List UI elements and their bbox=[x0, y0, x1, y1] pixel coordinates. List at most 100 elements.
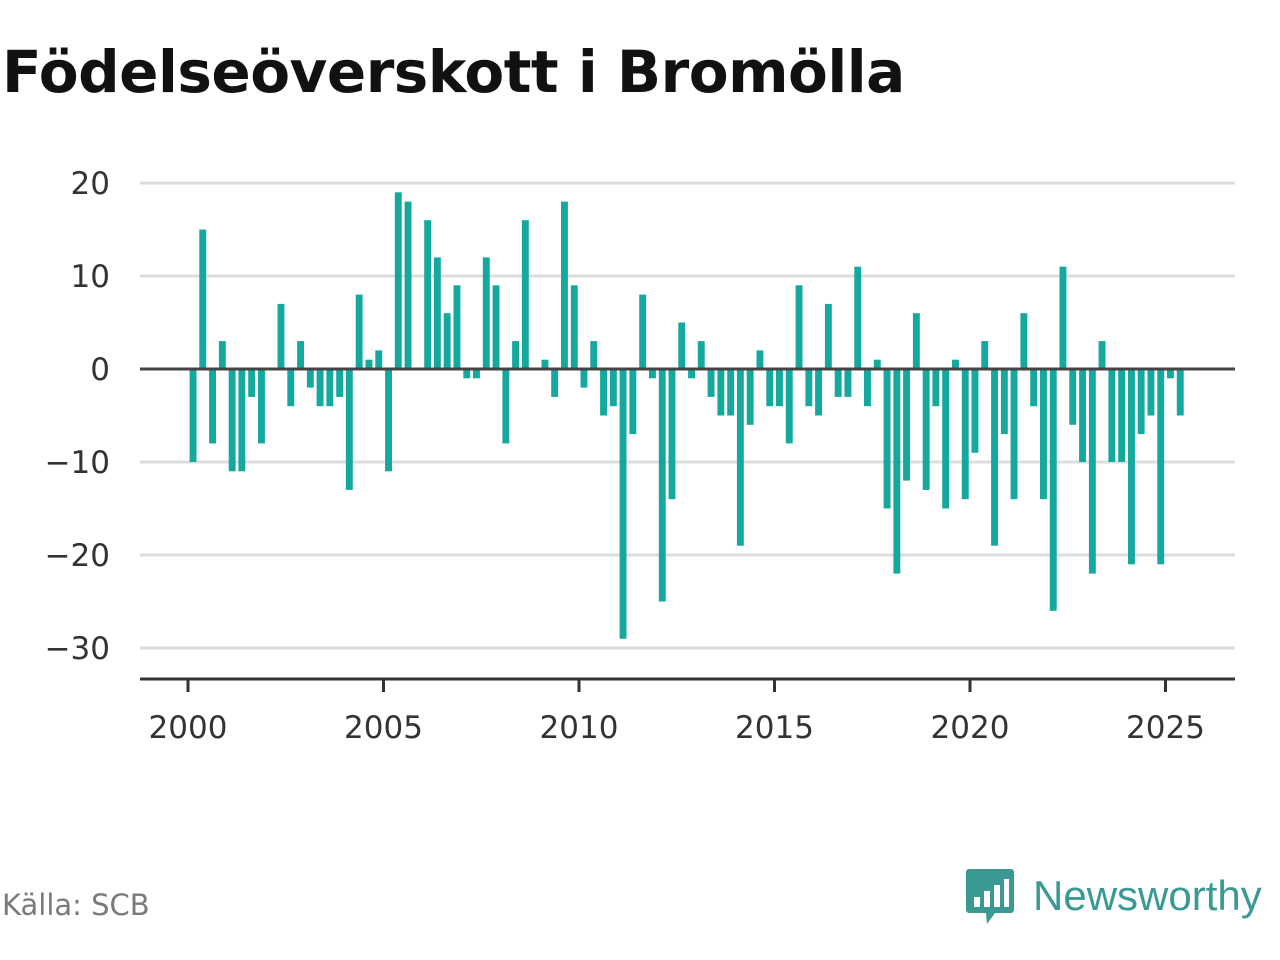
bar bbox=[785, 369, 793, 444]
bar bbox=[824, 303, 832, 369]
bar bbox=[345, 369, 353, 490]
bar bbox=[766, 369, 774, 407]
bar bbox=[639, 294, 647, 369]
bar bbox=[971, 369, 979, 453]
bar bbox=[688, 369, 695, 379]
bar bbox=[355, 294, 363, 369]
bar bbox=[521, 220, 529, 369]
bar bbox=[834, 369, 842, 397]
y-tick-label: 10 bbox=[71, 259, 110, 295]
bar bbox=[1088, 369, 1096, 574]
bar bbox=[1010, 369, 1018, 500]
bar bbox=[326, 369, 334, 407]
bar bbox=[1118, 369, 1126, 462]
bar-series bbox=[189, 192, 1184, 639]
bar bbox=[258, 369, 265, 444]
bar bbox=[580, 369, 588, 388]
bar bbox=[609, 369, 617, 407]
bar bbox=[991, 369, 998, 546]
x-tick-label: 2005 bbox=[344, 710, 423, 746]
bar bbox=[375, 350, 383, 369]
bar bbox=[707, 369, 715, 397]
bar bbox=[961, 369, 969, 500]
bar bbox=[981, 341, 989, 369]
bar bbox=[443, 313, 451, 369]
bar bbox=[678, 322, 686, 369]
y-tick-label: −20 bbox=[45, 538, 110, 574]
bar bbox=[649, 369, 656, 379]
x-tick-label: 2025 bbox=[1126, 710, 1205, 746]
bar bbox=[1000, 369, 1008, 435]
bar bbox=[893, 369, 901, 574]
bar bbox=[209, 369, 216, 444]
bar bbox=[1079, 369, 1086, 462]
bar bbox=[942, 369, 950, 509]
bar bbox=[394, 192, 402, 369]
bar bbox=[854, 266, 862, 369]
bar bbox=[1059, 266, 1067, 369]
bar bbox=[844, 369, 852, 397]
x-axis-tick-labels: 2000 2005 2010 2015 2020 2025 bbox=[149, 710, 1205, 746]
bar bbox=[463, 369, 471, 379]
y-tick-label: −30 bbox=[45, 631, 110, 667]
bar bbox=[717, 369, 725, 416]
bar bbox=[551, 369, 559, 397]
bar bbox=[864, 369, 871, 407]
axes bbox=[140, 367, 1235, 692]
bar bbox=[336, 369, 344, 397]
bar bbox=[805, 369, 813, 407]
bar bbox=[365, 359, 373, 369]
bar bbox=[658, 369, 666, 602]
y-tick-label: 20 bbox=[71, 166, 110, 202]
bar bbox=[482, 257, 490, 369]
bar bbox=[570, 285, 578, 369]
bar bbox=[1049, 369, 1057, 611]
bar bbox=[512, 341, 519, 369]
bar bbox=[316, 369, 324, 407]
bar bbox=[619, 369, 627, 639]
bar bbox=[922, 369, 930, 490]
bar bbox=[218, 341, 226, 369]
x-tick-label: 2010 bbox=[540, 710, 619, 746]
bar bbox=[1137, 369, 1145, 435]
bar bbox=[1069, 369, 1077, 425]
bar bbox=[912, 313, 920, 369]
bar bbox=[199, 229, 207, 369]
bar bbox=[795, 285, 803, 369]
source-note: Källa: SCB bbox=[2, 888, 150, 922]
bar bbox=[287, 369, 295, 407]
bar bbox=[590, 341, 598, 369]
bar bbox=[883, 369, 891, 509]
bar bbox=[561, 201, 568, 369]
bar bbox=[424, 220, 432, 369]
bar bbox=[727, 369, 735, 416]
bar bbox=[189, 369, 197, 462]
bar bbox=[903, 369, 910, 481]
bar bbox=[238, 369, 246, 472]
bar bbox=[297, 341, 304, 369]
brand-name: Newsworthy bbox=[1033, 872, 1262, 919]
bar bbox=[736, 369, 744, 546]
bar bbox=[952, 359, 959, 369]
bar bbox=[1108, 369, 1116, 462]
bar bbox=[1176, 369, 1184, 416]
bar-chart-speech-bubble-icon bbox=[966, 869, 1014, 924]
bar bbox=[1167, 369, 1174, 379]
bar bbox=[1020, 313, 1028, 369]
bar bbox=[873, 359, 881, 369]
y-tick-label: 0 bbox=[90, 352, 110, 388]
bar bbox=[629, 369, 637, 435]
bar bbox=[1030, 369, 1038, 407]
bar bbox=[453, 285, 461, 369]
bar bbox=[600, 369, 607, 416]
bar bbox=[776, 369, 783, 407]
bar bbox=[1040, 369, 1047, 500]
y-tick-label: −10 bbox=[45, 445, 110, 481]
bar bbox=[433, 257, 441, 369]
bar bbox=[277, 303, 285, 369]
bar bbox=[228, 369, 236, 472]
y-axis-tick-labels: 20 10 0 −10 −20 −30 bbox=[45, 166, 110, 667]
bar bbox=[541, 359, 549, 369]
brand-logo: Newsworthy bbox=[965, 866, 1262, 926]
